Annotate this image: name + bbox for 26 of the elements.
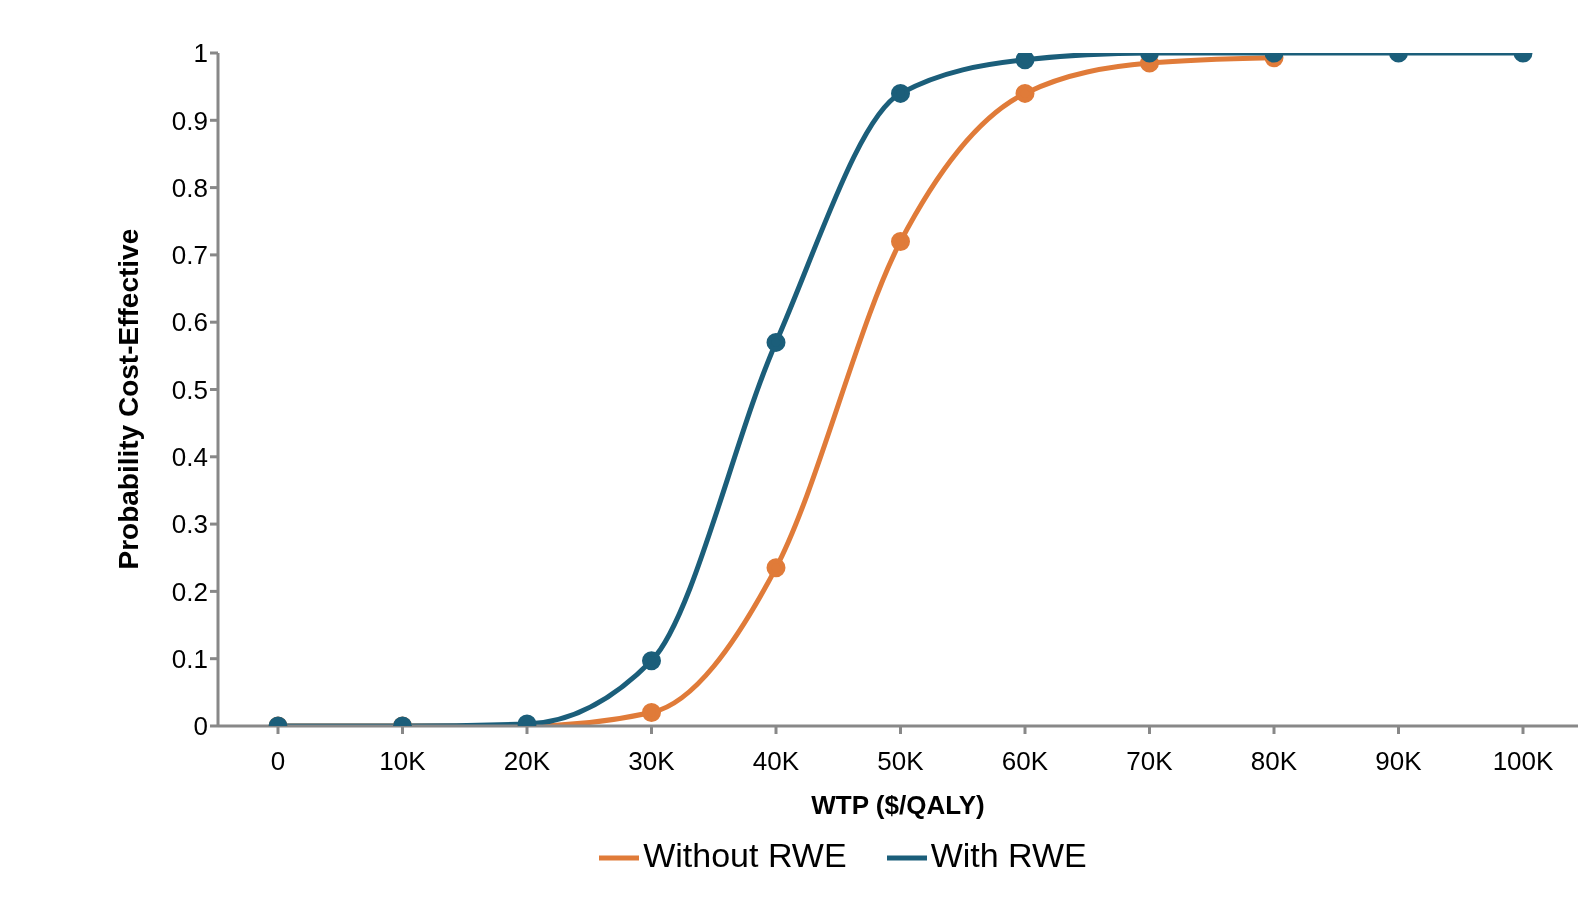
y-tick-label: 0.6: [171, 307, 208, 338]
x-tick-label: 60K: [1001, 746, 1049, 777]
y-axis-title: Probability Cost-Effective: [112, 228, 144, 570]
y-tick-label: 0.9: [171, 105, 208, 136]
x-axis-title: WTP ($/QALY): [811, 789, 985, 820]
x-tick-label: 100K: [1492, 746, 1555, 777]
x-tick-label: 80K: [1250, 746, 1298, 777]
legend-label: Without RWE: [643, 835, 847, 874]
legend-label: With RWE: [930, 835, 1087, 874]
x-tick-label: 50K: [877, 746, 925, 777]
y-tick-label: 0: [193, 711, 208, 742]
y-tick-label: 0.1: [171, 643, 208, 674]
x-tick-label: 0: [270, 746, 286, 777]
x-tick-label: 20K: [503, 746, 551, 777]
x-tick-label: 10K: [379, 746, 427, 777]
y-tick-label: 0.3: [171, 509, 208, 540]
x-tick-label: 30K: [628, 746, 676, 777]
y-tick-label: 0.5: [171, 374, 208, 405]
y-tick-label: 1: [193, 38, 208, 69]
x-tick-label: 40K: [752, 746, 800, 777]
y-tick-label: 0.2: [171, 576, 208, 607]
y-tick-label: 0.8: [171, 172, 208, 203]
x-tick-label: 70K: [1126, 746, 1174, 777]
y-tick-label: 0.4: [171, 442, 208, 473]
y-tick-label: 0.7: [171, 240, 208, 271]
x-tick-label: 90K: [1375, 746, 1423, 777]
